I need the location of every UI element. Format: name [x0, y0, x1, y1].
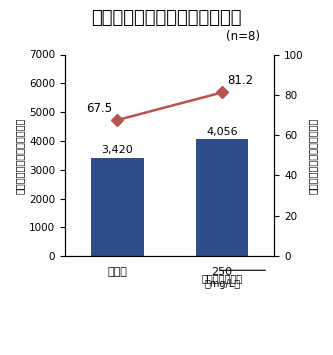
Text: （mg/L）: （mg/L）: [204, 279, 240, 289]
Text: 250: 250: [211, 267, 233, 277]
Text: 無処理: 無処理: [108, 267, 127, 277]
Y-axis label: 全段果実の総収穫重量（ｇ）: 全段果実の総収穫重量（ｇ）: [15, 117, 25, 193]
Text: 81.2: 81.2: [227, 74, 253, 87]
Text: 低分子量キチン: 低分子量キチン: [201, 273, 243, 283]
Text: 低分子量キチンの効果確認結果: 低分子量キチンの効果確認結果: [91, 9, 242, 27]
Y-axis label: 果実１果あたりの重量（ｇ）: 果実１果あたりの重量（ｇ）: [308, 117, 318, 193]
Bar: [91, 158, 144, 256]
Text: (n=8): (n=8): [226, 30, 260, 43]
Bar: [196, 139, 248, 256]
Text: 3,420: 3,420: [102, 145, 133, 155]
Text: 67.5: 67.5: [86, 102, 112, 115]
Text: 4,056: 4,056: [206, 127, 238, 137]
